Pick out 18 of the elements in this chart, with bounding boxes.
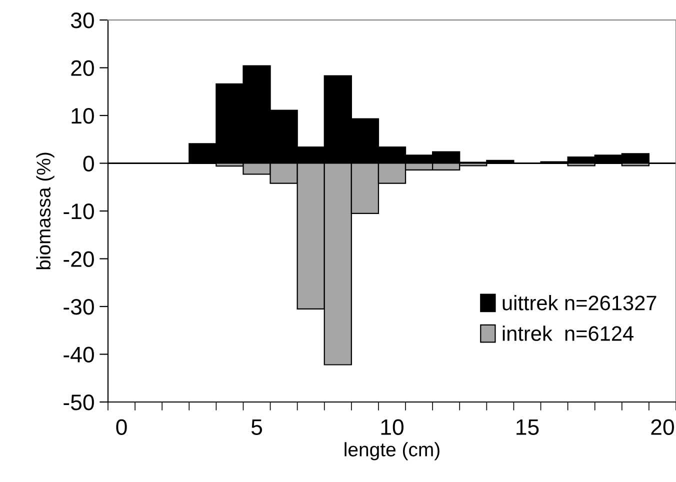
y-tick-label: 20 bbox=[71, 60, 94, 76]
x-tick-label: 20 bbox=[651, 419, 674, 435]
x-tick-label: 0 bbox=[116, 419, 127, 435]
x-tick-label: 5 bbox=[251, 419, 262, 435]
x-tick-label: 15 bbox=[516, 419, 539, 435]
legend-label: intrek n=6124 bbox=[502, 326, 634, 341]
y-tick-label: -10 bbox=[64, 204, 94, 220]
y-tick-label: 30 bbox=[70, 12, 94, 28]
y-tick-label: -20 bbox=[64, 251, 94, 268]
y-tick-label: 0 bbox=[83, 156, 94, 172]
x-tick-label: 10 bbox=[381, 419, 404, 435]
y-tick-label: -50 bbox=[64, 394, 94, 410]
y-tick-label: -40 bbox=[64, 346, 94, 363]
y-tick-label: -30 bbox=[64, 299, 94, 315]
legend-label: uittrek n=261327 bbox=[502, 295, 656, 310]
y-tick-label: 10 bbox=[72, 108, 94, 124]
x-axis-title: lengte (cm) bbox=[344, 442, 440, 460]
y-axis-title: biomassa (%) bbox=[36, 152, 54, 270]
